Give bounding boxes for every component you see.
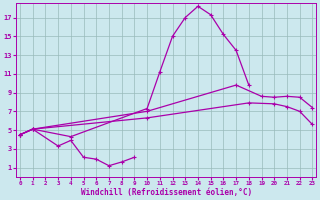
X-axis label: Windchill (Refroidissement éolien,°C): Windchill (Refroidissement éolien,°C) — [81, 188, 252, 197]
